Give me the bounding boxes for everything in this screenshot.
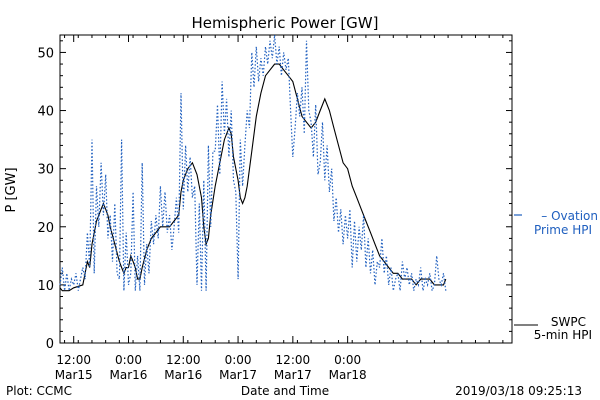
y-tick-label: 20: [37, 221, 54, 236]
x-tick-label-date: Mar17: [219, 368, 257, 382]
tick-marks: 0102030405012:00Mar150:00Mar1612:00Mar16…: [37, 35, 512, 382]
chart-title: Hemispheric Power [GW]: [192, 14, 379, 32]
y-tick-label: 50: [37, 46, 54, 61]
legend-label-ovation-line2: Prime HPI: [534, 223, 592, 237]
y-tick-label: 0: [46, 337, 54, 352]
legend-label-swpc-line1: SWPC: [551, 315, 586, 329]
x-tick-label-time: 12:00: [56, 353, 91, 367]
plot-axes: [59, 34, 513, 344]
x-tick-label-time: 12:00: [276, 353, 311, 367]
y-axis-label: P [GW]: [4, 167, 19, 212]
x-tick-label-time: 0:00: [115, 353, 142, 367]
x-tick-label-date: Mar16: [110, 368, 148, 382]
x-tick-label-date: Mar16: [164, 368, 202, 382]
series-lines: [59, 34, 447, 294]
y-tick-label: 40: [37, 105, 54, 120]
legend-label-ovation-line1: – Ovation: [541, 209, 598, 223]
series-line-ovation: [59, 34, 447, 294]
series-line-swpc: [59, 63, 447, 292]
legend-label-swpc-line2: 5-min HPI: [534, 328, 592, 342]
x-tick-label-time: 0:00: [225, 353, 252, 367]
plot-timestamp: 2019/03/18 09:25:13: [455, 384, 582, 398]
x-tick-label-time: 0:00: [334, 353, 361, 367]
x-tick-label-date: Mar18: [329, 368, 367, 382]
y-tick-label: 30: [37, 163, 54, 178]
x-tick-label-date: Mar17: [274, 368, 312, 382]
x-tick-label-date: Mar15: [55, 368, 93, 382]
plot-frame: [59, 34, 513, 344]
plot-credit: Plot: CCMC: [6, 384, 72, 398]
x-axis-label: Date and Time: [241, 384, 329, 398]
y-tick-label: 10: [37, 279, 54, 294]
x-tick-label-time: 12:00: [166, 353, 201, 367]
